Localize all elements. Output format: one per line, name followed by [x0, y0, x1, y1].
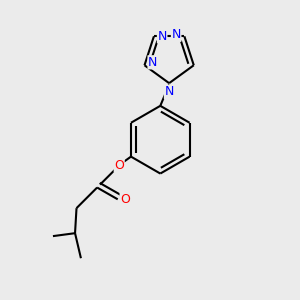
Text: N: N: [171, 28, 181, 41]
Text: O: O: [120, 193, 130, 206]
Text: N: N: [164, 85, 174, 98]
Text: N: N: [158, 30, 167, 43]
Text: O: O: [114, 159, 124, 172]
Text: N: N: [148, 56, 158, 69]
